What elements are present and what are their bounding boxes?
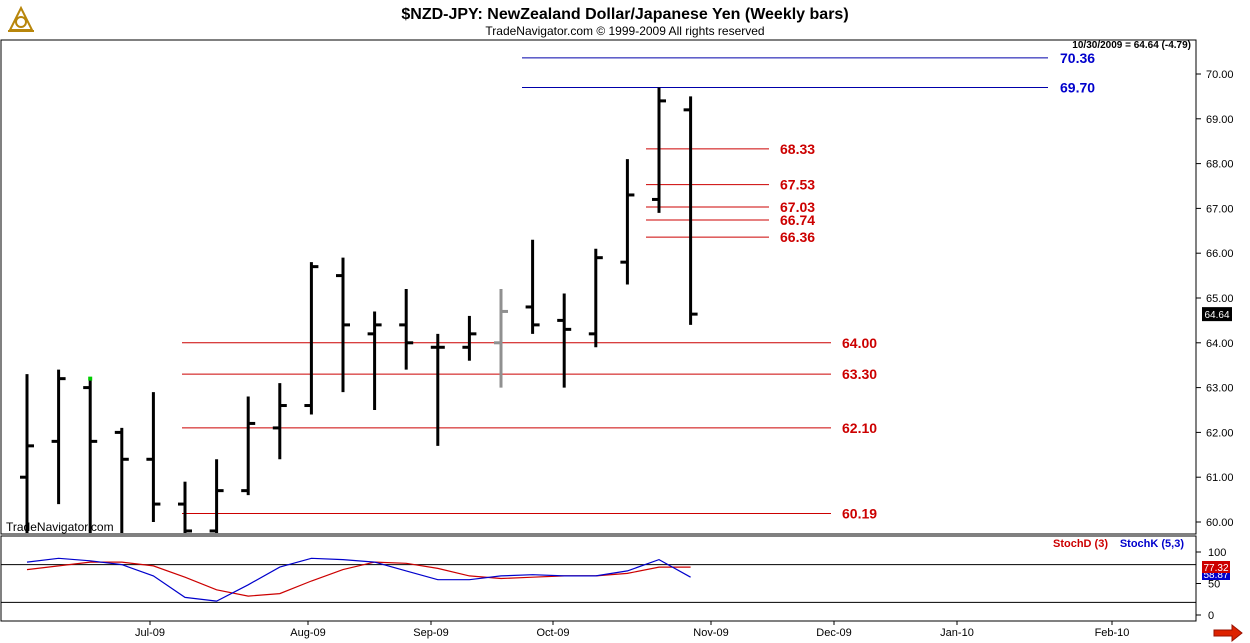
price-level-label: 64.00 bbox=[842, 335, 877, 351]
signal-marker-icon bbox=[88, 376, 93, 381]
ohlc-bar bbox=[178, 481, 192, 533]
stoch-k-legend: StochK (5,3) bbox=[1120, 538, 1185, 550]
stoch-tick-label: 100 bbox=[1208, 547, 1226, 559]
price-level-label: 67.53 bbox=[780, 177, 815, 193]
chart-title: $NZD-JPY: NewZealand Dollar/Japanese Yen… bbox=[401, 6, 848, 23]
ohlc-bar bbox=[652, 87, 666, 213]
time-tick-label: Dec-09 bbox=[816, 627, 851, 639]
price-level: 63.30 bbox=[182, 366, 877, 382]
price-level-label: 70.36 bbox=[1060, 50, 1095, 66]
price-level-label: 66.74 bbox=[780, 212, 815, 228]
ohlc-bar bbox=[304, 262, 319, 415]
price-tick-label: 65.00 bbox=[1206, 293, 1234, 305]
ohlc-bar bbox=[20, 374, 34, 533]
price-level-label: 63.30 bbox=[842, 366, 877, 382]
ohlc-bar bbox=[209, 459, 224, 533]
price-level: 66.74 bbox=[646, 212, 815, 228]
price-tick-label: 70.00 bbox=[1206, 69, 1234, 81]
ohlc-bar bbox=[83, 378, 98, 533]
scroll-right-arrow-icon[interactable] bbox=[1213, 623, 1243, 643]
stoch-d-legend: StochD (3) bbox=[1053, 538, 1108, 550]
ohlc-bar bbox=[51, 369, 66, 505]
sextant-logo-icon bbox=[6, 5, 36, 34]
price-level-label: 60.19 bbox=[842, 505, 877, 521]
price-tick-label: 68.00 bbox=[1206, 159, 1234, 171]
time-tick-label: Aug-09 bbox=[290, 627, 325, 639]
price-level-label: 69.70 bbox=[1060, 79, 1095, 95]
time-tick-label: Feb-10 bbox=[1095, 627, 1130, 639]
price-level-label: 67.03 bbox=[780, 199, 815, 215]
price-level: 67.03 bbox=[646, 199, 815, 215]
stoch-d-value-box bbox=[1202, 561, 1230, 573]
price-tick-label: 64.00 bbox=[1206, 338, 1234, 350]
time-tick-label: Jan-10 bbox=[940, 627, 974, 639]
ohlc-bar bbox=[367, 311, 382, 410]
price-level: 70.36 bbox=[522, 50, 1095, 66]
stoch-k-value: 58.87 bbox=[1203, 570, 1228, 581]
price-level: 68.33 bbox=[646, 141, 815, 157]
price-tick-label: 62.00 bbox=[1206, 427, 1234, 439]
stoch-k-value-box bbox=[1202, 569, 1230, 580]
time-tick-label: Jul-09 bbox=[135, 627, 165, 639]
price-level: 67.53 bbox=[646, 177, 815, 193]
current-price-label: 64.64 bbox=[1204, 310, 1229, 321]
price-level: 66.36 bbox=[646, 229, 815, 245]
bars-layer bbox=[20, 87, 698, 533]
price-level: 64.00 bbox=[182, 335, 877, 351]
stoch-tick-label: 0 bbox=[1208, 610, 1214, 622]
ohlc-bar bbox=[683, 96, 698, 325]
price-level: 62.10 bbox=[182, 420, 877, 436]
price-panel bbox=[0, 39, 1197, 535]
time-axis: Jul-09 Aug-09 Sep-09 Oct-09 Nov-09 Dec-09 Jan-… bbox=[135, 621, 1129, 639]
ohlc-bar bbox=[399, 289, 414, 370]
ohlc-bar bbox=[557, 293, 572, 388]
stochastic-panel bbox=[0, 535, 1197, 622]
price-tick-label: 66.00 bbox=[1206, 248, 1234, 260]
ohlc-bar bbox=[336, 257, 350, 393]
ohlc-bar bbox=[241, 396, 256, 496]
ohlc-bar bbox=[272, 383, 287, 460]
stoch-k-line bbox=[26, 557, 691, 602]
ohlc-bar bbox=[114, 427, 129, 533]
ohlc-bar bbox=[525, 239, 540, 334]
last-bar-readout: 10/30/2009 = 64.64 (-4.79) bbox=[1072, 40, 1191, 51]
price-level: 60.19 bbox=[182, 505, 877, 521]
price-tick-label: 61.00 bbox=[1206, 472, 1234, 484]
current-price-marker: 64.64 bbox=[1202, 307, 1232, 322]
price-axis: 70.00 69.00 68.00 67.00 66.00 65.00 64.00 63.00… bbox=[1196, 69, 1234, 529]
ohlc-bar bbox=[494, 289, 508, 388]
chart-subtitle: TradeNavigator.com © 1999-2009 All right… bbox=[485, 24, 764, 38]
time-tick-label: Oct-09 bbox=[536, 627, 569, 639]
stoch-d-value: 77.32 bbox=[1203, 563, 1228, 574]
price-level-label: 62.10 bbox=[842, 420, 877, 436]
stoch-tick-label: 50 bbox=[1208, 579, 1220, 591]
ohlc-bar bbox=[430, 333, 445, 446]
stochastic-lines bbox=[1, 557, 1196, 603]
time-tick-label: Nov-09 bbox=[693, 627, 728, 639]
watermark: TradeNavigator.com bbox=[6, 520, 114, 534]
ohlc-bar bbox=[620, 159, 635, 285]
price-tick-label: 67.00 bbox=[1206, 203, 1234, 215]
price-level-label: 66.36 bbox=[780, 229, 815, 245]
ohlc-bar bbox=[462, 315, 477, 361]
price-level-label: 68.33 bbox=[780, 141, 815, 157]
ohlc-bar bbox=[588, 248, 603, 348]
price-tick-label: 69.00 bbox=[1206, 114, 1234, 126]
price-tick-label: 60.00 bbox=[1206, 517, 1234, 529]
price-level: 69.70 bbox=[522, 79, 1095, 95]
ohlc-bar bbox=[146, 392, 161, 522]
price-tick-label: 63.00 bbox=[1206, 383, 1234, 395]
time-tick-label: Sep-09 bbox=[413, 627, 448, 639]
